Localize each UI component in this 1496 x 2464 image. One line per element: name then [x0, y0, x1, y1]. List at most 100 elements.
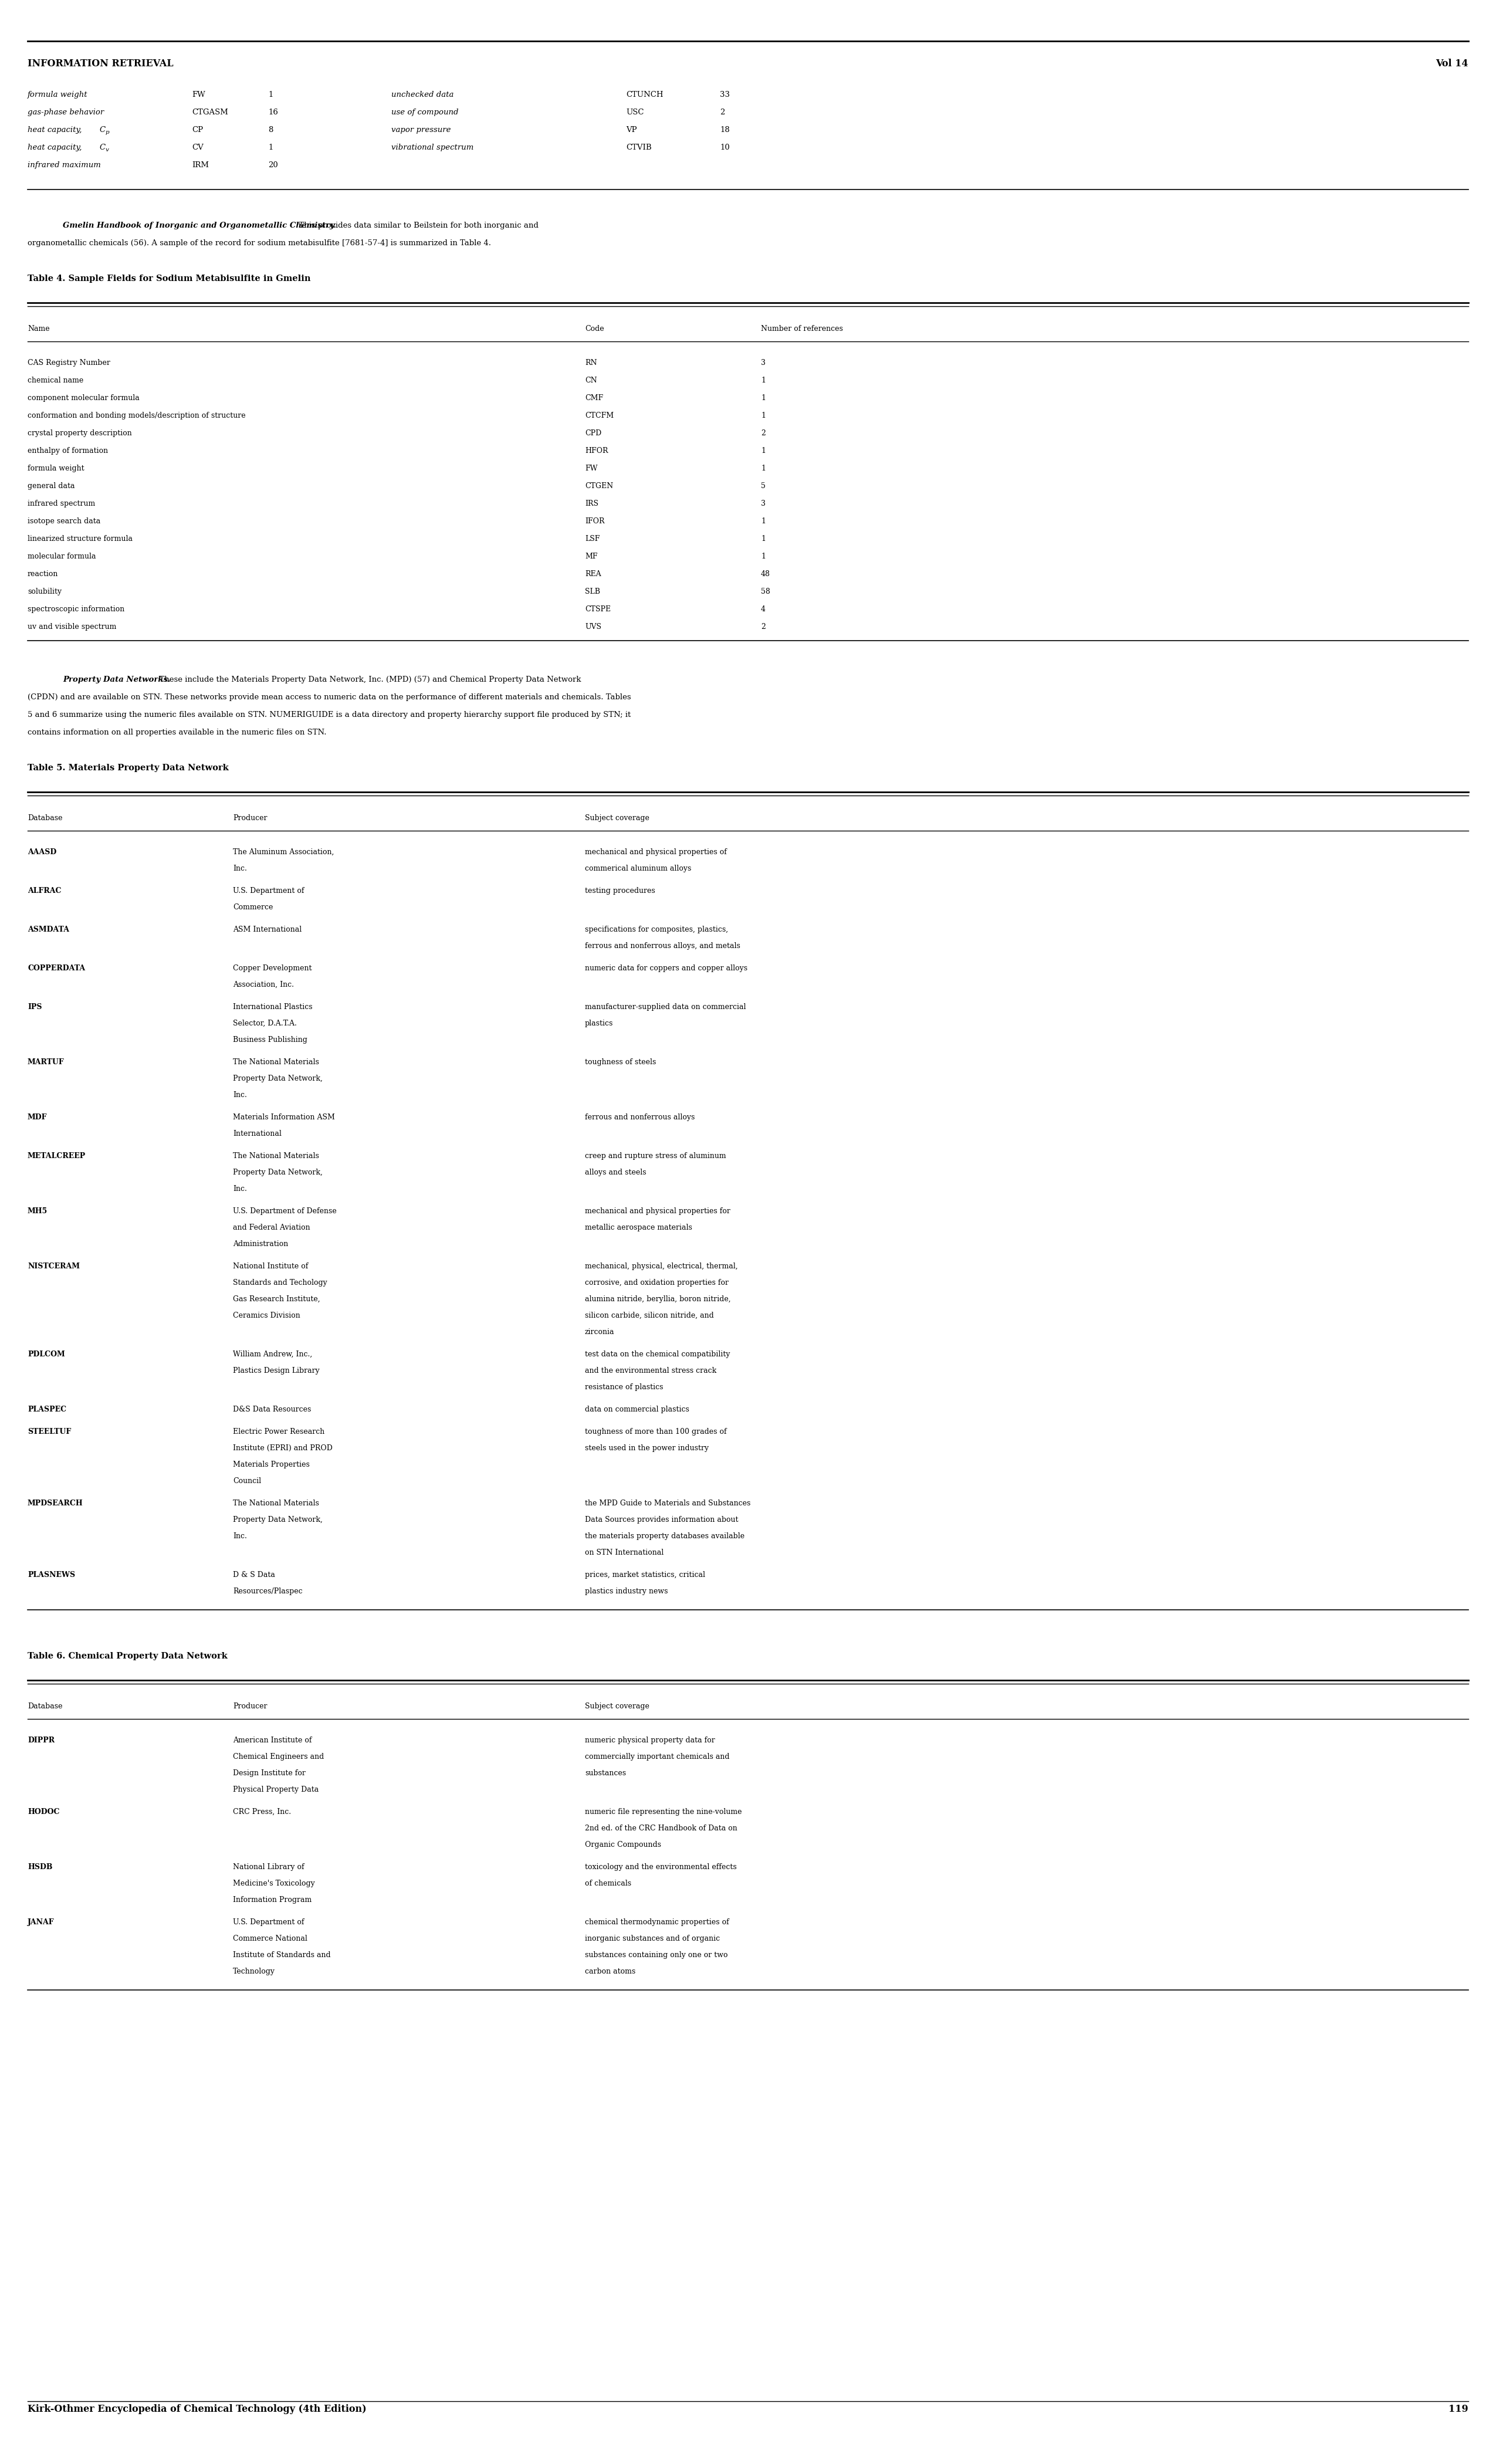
- Text: 4: 4: [761, 606, 766, 614]
- Text: Subject coverage: Subject coverage: [585, 813, 649, 823]
- Text: 1: 1: [761, 535, 766, 542]
- Text: C: C: [99, 126, 105, 133]
- Text: Information Program: Information Program: [233, 1897, 311, 1905]
- Text: Copper Development: Copper Development: [233, 963, 311, 973]
- Text: Electric Power Research: Electric Power Research: [233, 1429, 325, 1437]
- Text: William Andrew, Inc.,: William Andrew, Inc.,: [233, 1350, 313, 1358]
- Text: manufacturer-supplied data on commercial: manufacturer-supplied data on commercial: [585, 1003, 747, 1010]
- Text: CAS Registry Number: CAS Registry Number: [27, 360, 111, 367]
- Text: contains information on all properties available in the numeric files on STN.: contains information on all properties a…: [27, 729, 326, 737]
- Text: uv and visible spectrum: uv and visible spectrum: [27, 623, 117, 631]
- Text: Association, Inc.: Association, Inc.: [233, 981, 293, 988]
- Text: CTUNCH: CTUNCH: [625, 91, 663, 99]
- Text: Name: Name: [27, 325, 49, 333]
- Text: These include the Materials Property Data Network, Inc. (MPD) (57) and Chemical : These include the Materials Property Dat…: [154, 675, 582, 683]
- Text: PDLCOM: PDLCOM: [27, 1350, 64, 1358]
- Text: 1: 1: [761, 552, 766, 559]
- Text: LSF: LSF: [585, 535, 600, 542]
- Text: 1: 1: [268, 143, 272, 150]
- Text: 2nd ed. of the CRC Handbook of Data on: 2nd ed. of the CRC Handbook of Data on: [585, 1823, 738, 1833]
- Text: CTVIB: CTVIB: [625, 143, 652, 150]
- Text: mechanical and physical properties of: mechanical and physical properties of: [585, 848, 727, 855]
- Text: toughness of more than 100 grades of: toughness of more than 100 grades of: [585, 1429, 727, 1437]
- Text: 1: 1: [761, 517, 766, 525]
- Text: zirconia: zirconia: [585, 1328, 615, 1335]
- Text: ALFRAC: ALFRAC: [27, 887, 61, 894]
- Text: Administration: Administration: [233, 1239, 289, 1247]
- Text: MH5: MH5: [27, 1207, 48, 1215]
- Text: alloys and steels: alloys and steels: [585, 1168, 646, 1175]
- Text: The National Materials: The National Materials: [233, 1060, 319, 1067]
- Text: 1: 1: [268, 91, 272, 99]
- Text: National Library of: National Library of: [233, 1863, 304, 1870]
- Text: This provides data similar to Beilstein for both inorganic and: This provides data similar to Beilstein …: [295, 222, 539, 229]
- Text: Table 4. Sample Fields for Sodium Metabisulfite in Gmelin: Table 4. Sample Fields for Sodium Metabi…: [27, 274, 311, 283]
- Text: on STN International: on STN International: [585, 1550, 664, 1557]
- Text: CMF: CMF: [585, 394, 603, 402]
- Text: SLB: SLB: [585, 589, 600, 596]
- Text: IFOR: IFOR: [585, 517, 604, 525]
- Text: substances containing only one or two: substances containing only one or two: [585, 1951, 727, 1959]
- Text: commerical aluminum alloys: commerical aluminum alloys: [585, 865, 691, 872]
- Text: molecular formula: molecular formula: [27, 552, 96, 559]
- Text: RN: RN: [585, 360, 597, 367]
- Text: 20: 20: [268, 160, 278, 170]
- Text: corrosive, and oxidation properties for: corrosive, and oxidation properties for: [585, 1279, 729, 1286]
- Text: IRM: IRM: [191, 160, 209, 170]
- Text: HFOR: HFOR: [585, 446, 607, 456]
- Text: Inc.: Inc.: [233, 865, 247, 872]
- Text: C: C: [99, 143, 105, 150]
- Text: Materials Properties: Materials Properties: [233, 1461, 310, 1469]
- Text: PLASNEWS: PLASNEWS: [27, 1572, 75, 1579]
- Text: formula weight: formula weight: [27, 466, 84, 473]
- Text: solubility: solubility: [27, 589, 61, 596]
- Text: resistance of plastics: resistance of plastics: [585, 1382, 663, 1392]
- Text: CTCFM: CTCFM: [585, 411, 613, 419]
- Text: substances: substances: [585, 1769, 625, 1777]
- Text: toughness of steels: toughness of steels: [585, 1060, 657, 1067]
- Text: ASMDATA: ASMDATA: [27, 926, 69, 934]
- Text: Number of references: Number of references: [761, 325, 842, 333]
- Text: Resources/Plaspec: Resources/Plaspec: [233, 1587, 302, 1594]
- Text: Property Data Networks.: Property Data Networks.: [63, 675, 171, 683]
- Text: mechanical, physical, electrical, thermal,: mechanical, physical, electrical, therma…: [585, 1262, 738, 1269]
- Text: CPD: CPD: [585, 429, 601, 436]
- Text: Inc.: Inc.: [233, 1092, 247, 1099]
- Text: 10: 10: [720, 143, 730, 150]
- Text: use of compound: use of compound: [392, 108, 458, 116]
- Text: CV: CV: [191, 143, 203, 150]
- Text: 58: 58: [761, 589, 770, 596]
- Text: Standards and Techology: Standards and Techology: [233, 1279, 328, 1286]
- Text: heat capacity,: heat capacity,: [27, 143, 84, 150]
- Text: vibrational spectrum: vibrational spectrum: [392, 143, 474, 150]
- Text: infrared spectrum: infrared spectrum: [27, 500, 96, 508]
- Text: Ceramics Division: Ceramics Division: [233, 1311, 301, 1318]
- Text: metallic aerospace materials: metallic aerospace materials: [585, 1225, 693, 1232]
- Text: 2: 2: [761, 623, 766, 631]
- Text: MARTUF: MARTUF: [27, 1060, 64, 1067]
- Text: commercially important chemicals and: commercially important chemicals and: [585, 1752, 730, 1762]
- Text: ferrous and nonferrous alloys, and metals: ferrous and nonferrous alloys, and metal…: [585, 941, 741, 949]
- Text: of chemicals: of chemicals: [585, 1880, 631, 1887]
- Text: CTGEN: CTGEN: [585, 483, 613, 490]
- Text: 2: 2: [720, 108, 724, 116]
- Text: Technology: Technology: [233, 1969, 275, 1976]
- Text: reaction: reaction: [27, 569, 58, 579]
- Text: infrared maximum: infrared maximum: [27, 160, 100, 170]
- Text: creep and rupture stress of aluminum: creep and rupture stress of aluminum: [585, 1153, 726, 1161]
- Text: plastics industry news: plastics industry news: [585, 1587, 667, 1594]
- Text: JANAF: JANAF: [27, 1919, 54, 1927]
- Text: general data: general data: [27, 483, 75, 490]
- Text: the materials property databases available: the materials property databases availab…: [585, 1533, 745, 1540]
- Text: Property Data Network,: Property Data Network,: [233, 1074, 323, 1082]
- Text: CN: CN: [585, 377, 597, 384]
- Text: prices, market statistics, critical: prices, market statistics, critical: [585, 1572, 705, 1579]
- Text: organometallic chemicals (56). A sample of the record for sodium metabisulfite [: organometallic chemicals (56). A sample …: [27, 239, 491, 246]
- Text: VP: VP: [625, 126, 637, 133]
- Text: METALCREEP: METALCREEP: [27, 1153, 85, 1161]
- Text: 33: 33: [720, 91, 730, 99]
- Text: spectroscopic information: spectroscopic information: [27, 606, 124, 614]
- Text: MF: MF: [585, 552, 597, 559]
- Text: MDF: MDF: [27, 1114, 48, 1121]
- Text: 1: 1: [761, 411, 766, 419]
